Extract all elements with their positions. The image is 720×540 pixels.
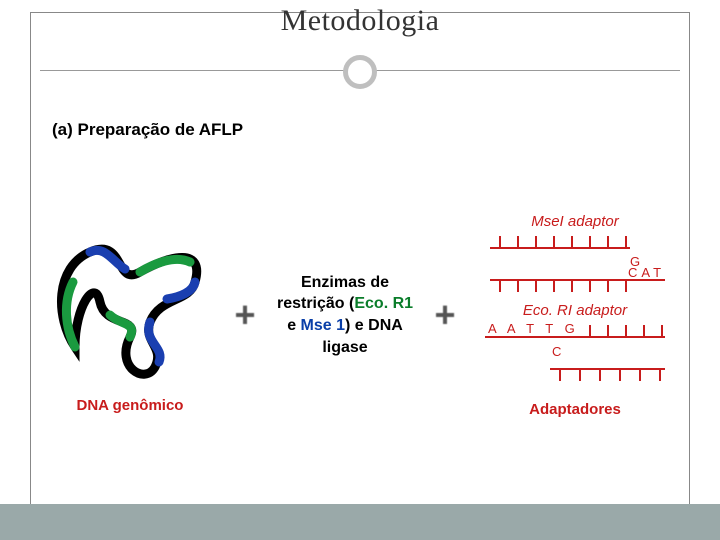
adapters-block: MseI adaptor G CAT Eco. RI adaptor A A T… [470,213,680,418]
dna-caption: DNA genômico [77,397,184,414]
plus-icon-2: + [430,294,459,336]
mse1-label: Mse 1 [301,317,345,334]
msei-cat-letters: CAT [628,265,665,280]
msei-adaptor-label: MseI adaptor [531,213,619,230]
ecori-adaptor-label: Eco. RI adaptor [523,302,627,319]
enz-line3a: e [287,317,300,334]
enz-line4: ligase [322,339,367,356]
adapters-caption: Adaptadores [529,401,621,418]
enz-line1: Enzimas de [301,274,389,291]
aflp-diagram: DNA genômico + Enzimas de restrição (Eco… [40,160,680,470]
slide-title: Metodologia [0,4,720,38]
ecori-adaptor-svg: A A T T G C [480,321,670,383]
eco-r1-label: Eco. R1 [354,295,413,312]
enzymes-text: Enzimas de restrição (Eco. R1 e Mse 1) e… [270,272,420,358]
footer-band [0,504,720,540]
enz-line2a: restrição ( [277,295,354,312]
enz-line3b: ) e DNA [345,317,403,334]
dna-genomic-block: DNA genômico [40,217,220,414]
msei-adaptor-svg: G CAT [480,232,670,294]
plus-icon: + [230,294,259,336]
ecori-aattg-letters: A A T T G [488,321,579,336]
section-label: (a) Preparação de AFLP [52,120,243,140]
dna-genomic-svg [45,217,215,387]
title-circle-decoration [343,55,377,89]
ecori-c-letter: C [552,344,561,359]
